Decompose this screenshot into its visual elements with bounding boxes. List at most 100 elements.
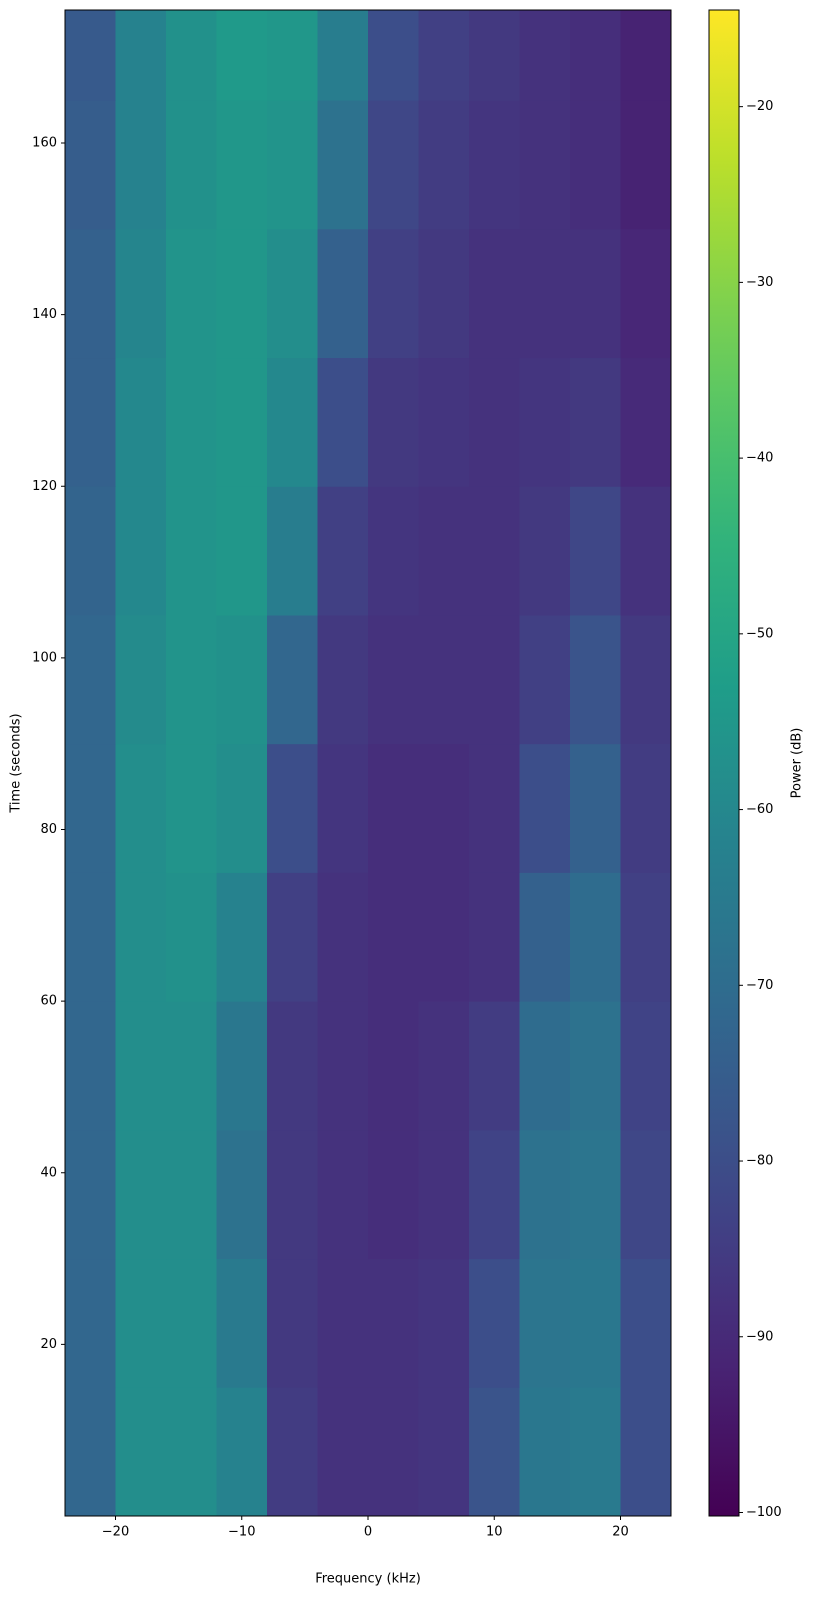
heatmap-cell: [469, 1129, 520, 1260]
colorbar-tick-label: −20: [746, 99, 773, 114]
heatmap-cell: [115, 1001, 167, 1131]
heatmap-cell: [418, 1129, 470, 1260]
heatmap-cell: [317, 10, 369, 101]
heatmap-cell: [519, 1001, 571, 1131]
heatmap-cell: [418, 1258, 470, 1388]
heatmap-cell: [216, 614, 268, 745]
heatmap-cell: [216, 1129, 268, 1260]
heatmap-cell: [519, 10, 571, 101]
heatmap-cell: [469, 357, 520, 487]
heatmap-cell: [65, 1001, 116, 1131]
heatmap-cell: [267, 1258, 318, 1388]
heatmap-cell: [469, 486, 520, 616]
heatmap-cell: [317, 872, 369, 1002]
heatmap-cell: [267, 357, 318, 487]
heatmap-cell: [166, 1001, 217, 1131]
heatmap-cell: [267, 743, 318, 873]
heatmap-cell: [469, 614, 520, 745]
heatmap-cell: [115, 1258, 167, 1388]
y-tick-label: 160: [32, 136, 57, 151]
heatmap-cell: [65, 10, 116, 101]
heatmap-cell: [418, 614, 470, 745]
heatmap-cell: [317, 743, 369, 873]
heatmap-cell: [570, 486, 621, 616]
heatmap-cell: [519, 872, 571, 1002]
heatmap-cell: [317, 228, 369, 359]
heatmap-cell: [570, 228, 621, 359]
colorbar-tick-label: −80: [746, 1154, 773, 1169]
heatmap-cell: [115, 614, 167, 745]
heatmap-cell: [418, 1001, 470, 1131]
heatmap-cell: [166, 1387, 217, 1517]
heatmap-cell: [317, 100, 369, 230]
heatmap-cell: [115, 100, 167, 230]
y-axis-label: Time (seconds): [9, 713, 24, 813]
y-tick-label: 20: [40, 1337, 57, 1352]
heatmap-cell: [368, 100, 419, 230]
heatmap-cell: [469, 10, 520, 101]
heatmap-cell: [216, 486, 268, 616]
heatmap-cell: [519, 1258, 571, 1388]
heatmap-cell: [267, 1129, 318, 1260]
colorbar-tick-label: −90: [746, 1329, 773, 1344]
heatmap-cell: [65, 1258, 116, 1388]
heatmap-cell: [418, 100, 470, 230]
x-axis-label: Frequency (kHz): [315, 1572, 421, 1587]
heatmap-cell: [216, 100, 268, 230]
heatmap-cell: [469, 100, 520, 230]
heatmap-cell: [166, 743, 217, 873]
heatmap-cell: [65, 357, 116, 487]
heatmap-cell: [570, 1129, 621, 1260]
heatmap-cell: [620, 1387, 672, 1517]
heatmap-cell: [469, 743, 520, 873]
heatmap-cell: [519, 100, 571, 230]
heatmap-cell: [368, 872, 419, 1002]
heatmap-cell: [216, 228, 268, 359]
heatmap-cell: [216, 1258, 268, 1388]
heatmap-cell: [469, 228, 520, 359]
heatmap-cell: [469, 1258, 520, 1388]
heatmap-cell: [368, 357, 419, 487]
y-tick-label: 120: [32, 479, 57, 494]
heatmap-cell: [166, 10, 217, 101]
heatmap-cell: [166, 1129, 217, 1260]
heatmap-cell: [368, 1001, 419, 1131]
heatmap-cell: [620, 1258, 672, 1388]
heatmap-cell: [570, 872, 621, 1002]
heatmap-cell: [469, 1387, 520, 1517]
heatmap-cell: [519, 357, 571, 487]
heatmap-cell: [368, 743, 419, 873]
heatmap-cell: [166, 486, 217, 616]
heatmap-cell: [570, 10, 621, 101]
heatmap-cell: [418, 228, 470, 359]
heatmap-cell: [317, 614, 369, 745]
heatmap-cell: [570, 100, 621, 230]
heatmap-cell: [368, 10, 419, 101]
colorbar-tick-label: −100: [746, 1505, 782, 1520]
heatmap-cell: [620, 100, 672, 230]
heatmap-cell: [519, 486, 571, 616]
heatmap-cell: [166, 357, 217, 487]
x-tick-label: 0: [364, 1525, 372, 1540]
heatmap-cell: [166, 228, 217, 359]
x-tick-label: −20: [102, 1525, 129, 1540]
heatmap-cell: [65, 228, 116, 359]
y-tick-label: 60: [40, 994, 57, 1009]
y-tick-label: 40: [40, 1165, 57, 1180]
heatmap-cell: [620, 1129, 672, 1260]
heatmap-cell: [418, 357, 470, 487]
heatmap-cell: [166, 614, 217, 745]
heatmap-cell: [570, 614, 621, 745]
heatmap-cell: [115, 228, 167, 359]
heatmap-cell: [418, 872, 470, 1002]
heatmap-cell: [115, 486, 167, 616]
heatmap-cell: [317, 1129, 369, 1260]
heatmap-cell: [368, 228, 419, 359]
heatmap-cell: [368, 614, 419, 745]
heatmap-cell: [368, 1129, 419, 1260]
heatmap-cell: [368, 1387, 419, 1517]
heatmap-cell: [317, 486, 369, 616]
heatmap-cell: [519, 228, 571, 359]
heatmap-cell: [570, 1387, 621, 1517]
